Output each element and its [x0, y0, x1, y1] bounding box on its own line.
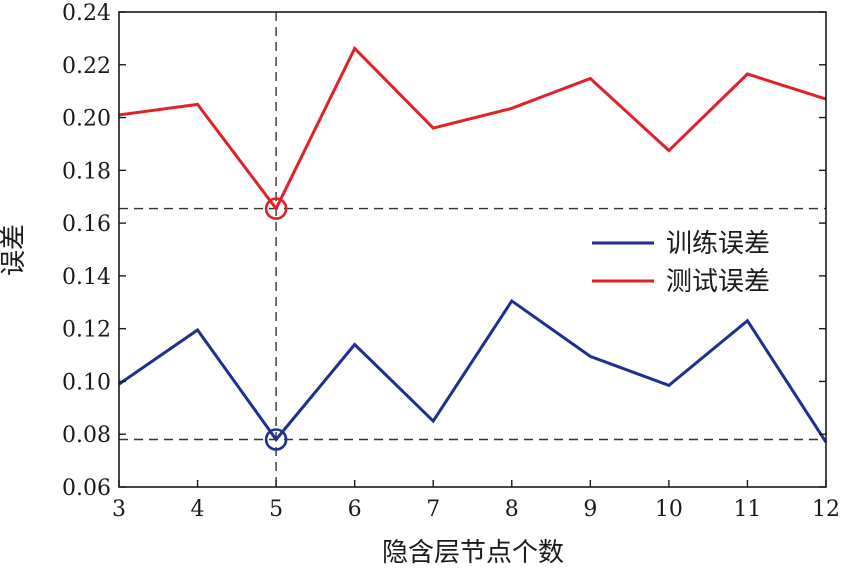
y-tick-label: 0.16 — [62, 212, 111, 237]
x-tick-label: 6 — [348, 497, 362, 522]
y-tick-label: 0.08 — [62, 423, 111, 448]
x-tick-label: 4 — [191, 497, 205, 522]
legend-label-2: 测试误差 — [666, 267, 770, 297]
optimal-marker-1 — [264, 428, 288, 451]
y-tick-label: 0.24 — [62, 1, 111, 26]
x-axis-ticks: 3 4 5 6 7 8 9 10 11 12 — [112, 480, 840, 522]
legend-label-1: 训练误差 — [666, 229, 770, 259]
x-tick-label: 7 — [426, 497, 440, 522]
plot-frame — [118, 11, 827, 488]
x-tick-label: 3 — [112, 497, 126, 522]
y-axis-title: 误差 — [0, 224, 29, 276]
x-tick-label: 10 — [655, 497, 683, 522]
optimal-marker-2 — [264, 197, 288, 220]
y-tick-label: 0.12 — [62, 318, 111, 343]
y-tick-label: 0.14 — [62, 265, 111, 290]
x-tick-label: 5 — [269, 497, 283, 522]
x-tick-label: 12 — [812, 497, 840, 522]
optimal-markers — [264, 197, 288, 451]
x-axis-title: 隐含层节点个数 — [382, 538, 564, 568]
y-tick-label: 0.06 — [62, 476, 111, 501]
y-tick-label: 0.10 — [62, 370, 111, 395]
x-tick-label: 11 — [733, 497, 761, 522]
series-line-2 — [118, 45, 827, 212]
series-line-1 — [118, 298, 828, 443]
x-tick-label: 8 — [505, 497, 519, 522]
reference-lines — [119, 12, 826, 487]
x-tick-label: 9 — [583, 497, 597, 522]
y-axis-ticks: 0.06 0.08 0.10 0.12 0.14 0.16 0.18 0.20 0.22 0.24 — [62, 1, 826, 501]
y-tick-label: 0.20 — [62, 107, 111, 132]
y-tick-label: 0.22 — [62, 54, 111, 79]
y-tick-label: 0.18 — [62, 159, 111, 184]
series-lines — [118, 45, 828, 443]
